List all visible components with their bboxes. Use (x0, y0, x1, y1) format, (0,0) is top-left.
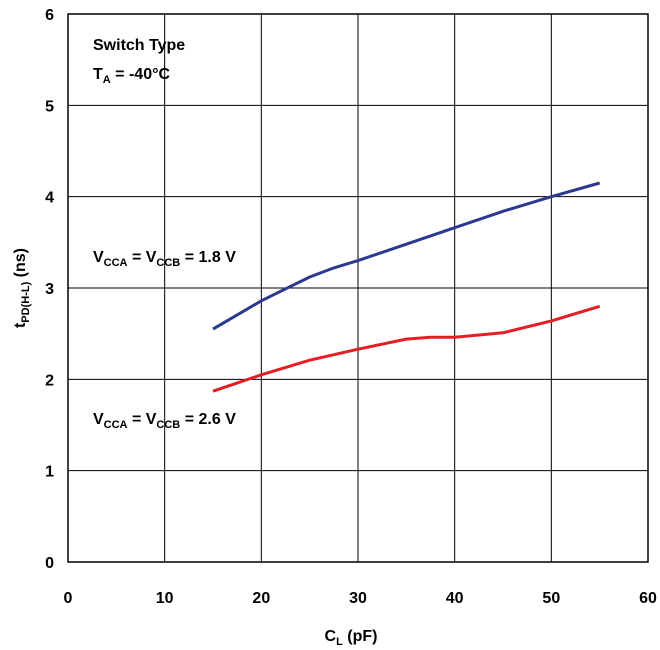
annotation-temperature-main: T (93, 66, 103, 83)
series-label-2p6v-a: V (93, 411, 104, 428)
y-axis-label-rest: (ns) (12, 248, 29, 282)
y-axis-label-sub: PD(H-L) (20, 281, 32, 322)
x-axis-label-sub: L (336, 636, 343, 648)
annotation-temperature-sub: A (103, 74, 111, 86)
series-label-1p8v-a: V (93, 249, 104, 266)
x-tick-label: 60 (639, 590, 657, 607)
series-label-2p6v: VCCA = VCCB = 2.6 V (93, 411, 236, 431)
y-tick-label: 0 (45, 555, 54, 572)
series-label-2p6v-rest: = 2.6 V (180, 411, 236, 428)
y-axis-label: tPD(H-L) (ns) (12, 248, 32, 328)
x-tick-label: 40 (446, 590, 464, 607)
series-label-1p8v-b-sub: CCB (156, 257, 180, 269)
annotation-temperature: TA = -40°C (93, 66, 170, 86)
y-tick-label: 2 (45, 372, 54, 389)
annotation-switch-type: Switch Type (93, 37, 185, 54)
x-tick-label: 30 (349, 590, 367, 607)
y-tick-label: 3 (45, 281, 54, 298)
series-label-1p8v: VCCA = VCCB = 1.8 V (93, 249, 236, 269)
y-tick-label: 5 (45, 98, 54, 115)
series-line-0 (212, 181, 601, 331)
series-label-2p6v-a-sub: CCA (104, 419, 128, 431)
y-axis-label-main: t (12, 322, 29, 328)
series-layer (212, 181, 601, 393)
x-tick-label: 50 (542, 590, 560, 607)
x-axis-label-rest: (pF) (343, 628, 378, 645)
x-axis-label: CL (pF) (325, 628, 378, 648)
x-axis-label-main: C (325, 628, 337, 645)
series-label-1p8v-mid: = V (128, 249, 157, 266)
grid-lines (67, 13, 649, 563)
series-line-1 (212, 304, 601, 393)
x-tick-label: 10 (156, 590, 174, 607)
x-tick-labels: 0 10 20 30 40 50 60 (64, 590, 657, 607)
series-label-2p6v-mid: = V (128, 411, 157, 428)
series-label-1p8v-a-sub: CCA (104, 257, 128, 269)
x-tick-label: 20 (252, 590, 270, 607)
series-label-1p8v-rest: = 1.8 V (180, 249, 236, 266)
x-tick-label: 0 (64, 590, 73, 607)
y-tick-label: 1 (45, 464, 54, 481)
y-tick-label: 4 (45, 190, 54, 207)
annotation-temperature-rest: = -40°C (111, 66, 171, 83)
plot-frame (67, 13, 649, 563)
y-tick-label: 6 (45, 7, 54, 24)
series-label-2p6v-b-sub: CCB (156, 419, 180, 431)
y-tick-labels: 0 1 2 3 4 5 6 (45, 7, 54, 572)
